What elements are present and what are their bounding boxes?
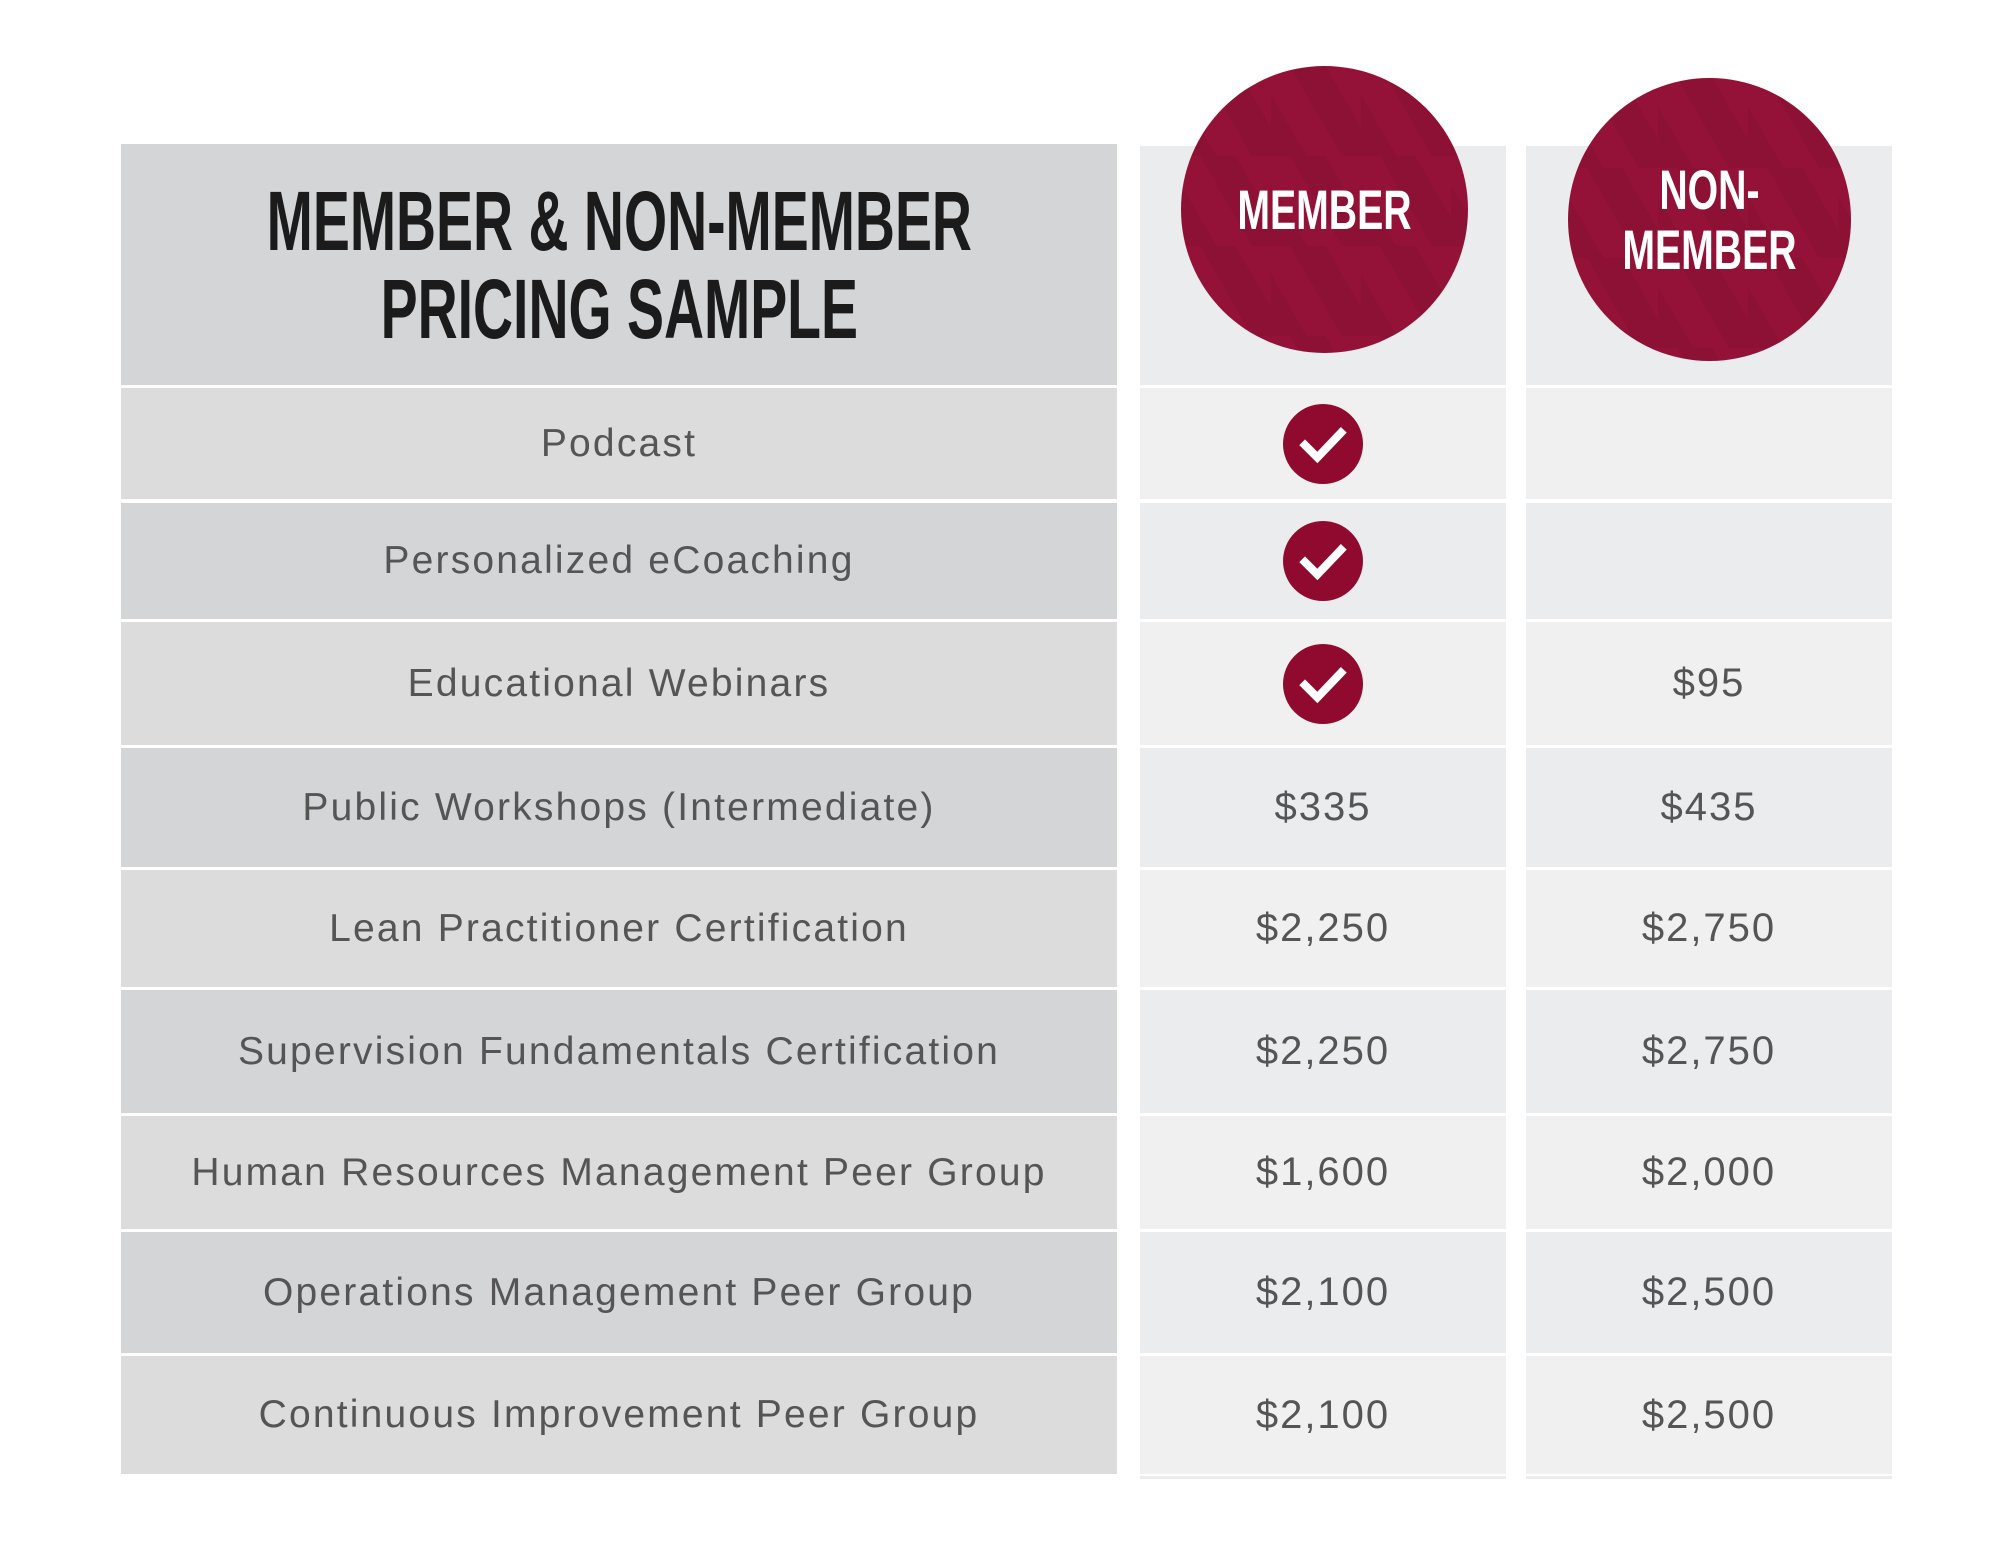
service-row: Human Resources Management Peer Group	[121, 1116, 1117, 1229]
service-label: Educational Webinars	[407, 661, 831, 705]
member-cell: $2,100	[1140, 1232, 1506, 1353]
member-badge: MEMBER	[1181, 66, 1468, 353]
title-line-1: MEMBER & NON-MEMBER	[266, 173, 972, 268]
service-row: Continuous Improvement Peer Group	[121, 1356, 1117, 1474]
member-price: $2,250	[1255, 906, 1391, 950]
member-price: $2,100	[1255, 1270, 1391, 1314]
check-circle-icon	[1283, 403, 1363, 484]
non-member-badge-label: NON- MEMBER	[1622, 157, 1797, 281]
service-label: Human Resources Management Peer Group	[191, 1150, 1047, 1194]
non-member-badge-text-line-1: NON-	[1659, 157, 1760, 221]
non-member-price: $2,000	[1641, 1150, 1777, 1194]
non-member-cell: $95	[1526, 622, 1892, 745]
service-label: Public Workshops (Intermediate)	[302, 785, 936, 829]
column-footer-strip	[1140, 1476, 1506, 1479]
service-row: Educational Webinars	[121, 622, 1117, 745]
non-member-cell: $2,750	[1526, 870, 1892, 987]
member-cell	[1140, 622, 1506, 745]
member-cell: $335	[1140, 748, 1506, 867]
non-member-price: $2,500	[1641, 1392, 1777, 1437]
non-member-price: $2,750	[1641, 906, 1777, 950]
non-member-cell	[1526, 503, 1892, 619]
member-cell	[1140, 388, 1506, 499]
member-cell: $2,250	[1140, 870, 1506, 987]
member-cell: $2,100	[1140, 1356, 1506, 1474]
page-title: MEMBER & NON-MEMBER PRICING SAMPLE	[266, 177, 971, 353]
non-member-cell	[1526, 388, 1892, 499]
check-circle-icon	[1283, 643, 1363, 724]
non-member-badge: NON- MEMBER	[1568, 78, 1851, 361]
non-member-price: $2,750	[1641, 1029, 1777, 1073]
service-label: Supervision Fundamentals Certification	[237, 1029, 1001, 1073]
service-row: Lean Practitioner Certification	[121, 870, 1117, 987]
member-badge-text: MEMBER	[1237, 177, 1412, 241]
non-member-cell: $2,500	[1526, 1232, 1892, 1353]
non-member-cell: $435	[1526, 748, 1892, 867]
title-cell	[121, 144, 1117, 385]
service-row: Operations Management Peer Group	[121, 1232, 1117, 1353]
member-badge-label: MEMBER	[1237, 177, 1412, 241]
non-member-cell: $2,750	[1526, 990, 1892, 1113]
service-row: Public Workshops (Intermediate)	[121, 748, 1117, 867]
non-member-price: $95	[1672, 661, 1746, 705]
member-price: $335	[1274, 785, 1372, 829]
check-circle-icon	[1283, 521, 1363, 601]
services-column: MEMBER & NON-MEMBER PRICING SAMPLE Podca…	[121, 0, 1117, 1545]
non-member-price: $2,500	[1641, 1270, 1777, 1314]
service-row: Personalized eCoaching	[121, 503, 1117, 619]
non-member-cell: $2,000	[1526, 1116, 1892, 1229]
service-row: Podcast	[121, 388, 1117, 499]
member-price: $2,250	[1255, 1029, 1391, 1073]
member-cell	[1140, 503, 1506, 619]
service-label: Personalized eCoaching	[383, 539, 855, 582]
member-price: $1,600	[1255, 1150, 1391, 1194]
service-label: Podcast	[540, 421, 698, 465]
service-label: Continuous Improvement Peer Group	[258, 1393, 980, 1436]
member-cell: $2,250	[1140, 990, 1506, 1113]
non-member-badge-text-line-2: MEMBER	[1622, 217, 1797, 281]
member-cell: $1,600	[1140, 1116, 1506, 1229]
title-line-2: PRICING SAMPLE	[380, 261, 858, 356]
member-price: $2,100	[1255, 1392, 1391, 1437]
title-wrap: MEMBER & NON-MEMBER PRICING SAMPLE	[121, 144, 1117, 385]
service-label: Lean Practitioner Certification	[329, 906, 909, 950]
service-row: Supervision Fundamentals Certification	[121, 990, 1117, 1113]
column-footer-strip	[1526, 1476, 1892, 1479]
non-member-price: $435	[1660, 785, 1758, 829]
non-member-cell: $2,500	[1526, 1356, 1892, 1474]
service-label: Operations Management Peer Group	[262, 1270, 976, 1314]
